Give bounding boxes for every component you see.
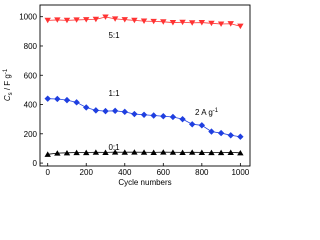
- marker: [102, 149, 109, 155]
- marker: [92, 149, 100, 155]
- x-axis-label: Cycle numbers: [118, 178, 171, 187]
- marker: [63, 96, 71, 104]
- marker: [73, 17, 80, 23]
- x-tick-label: 400: [118, 168, 132, 177]
- marker: [208, 20, 215, 27]
- marker: [44, 95, 51, 102]
- marker: [111, 149, 119, 155]
- marker: [92, 107, 100, 114]
- marker: [83, 104, 90, 111]
- annotation-sup: -1: [213, 108, 219, 114]
- marker: [131, 149, 138, 155]
- x-tick-label: 800: [195, 168, 209, 177]
- marker: [102, 107, 109, 115]
- marker: [150, 18, 157, 25]
- marker: [83, 17, 90, 23]
- marker: [227, 149, 234, 155]
- marker: [44, 151, 51, 157]
- marker: [237, 149, 244, 156]
- marker: [140, 18, 148, 24]
- y-tick-label: 800: [24, 42, 38, 51]
- marker: [102, 14, 109, 20]
- marker: [208, 128, 215, 135]
- marker: [121, 108, 128, 116]
- marker: [227, 132, 234, 139]
- y-tick-label: 400: [24, 101, 38, 110]
- y-tick-label: 0: [33, 159, 38, 168]
- marker: [131, 110, 138, 118]
- y-tick-label: 1000: [19, 13, 37, 22]
- marker: [198, 122, 206, 129]
- marker: [198, 149, 206, 155]
- marker: [54, 150, 61, 156]
- y-label-main: C: [3, 95, 12, 101]
- marker: [227, 21, 234, 27]
- marker: [63, 149, 71, 156]
- marker: [73, 149, 80, 156]
- marker: [140, 149, 148, 155]
- marker: [189, 20, 196, 26]
- marker: [140, 111, 148, 118]
- marker: [44, 17, 51, 24]
- x-tick-label: 200: [80, 168, 94, 177]
- annotation-main: 2 A g: [195, 108, 213, 117]
- marker: [217, 129, 225, 137]
- y-label-rest: / F g: [3, 74, 12, 92]
- annotation: 5:1: [108, 31, 120, 40]
- marker: [160, 113, 167, 120]
- chart: Cycle numbers Cs / F g-1 5:1 1:1 0:1 2 A…: [3, 4, 251, 187]
- marker: [160, 19, 167, 25]
- marker: [189, 121, 196, 128]
- marker: [54, 95, 61, 103]
- marker: [169, 149, 177, 155]
- annotation: 0:1: [108, 143, 120, 152]
- marker: [217, 21, 225, 27]
- marker: [179, 19, 186, 26]
- marker: [121, 149, 128, 155]
- marker: [150, 149, 157, 155]
- y-axis-label: Cs / F g-1: [3, 68, 14, 101]
- marker: [189, 149, 196, 155]
- marker: [208, 149, 215, 156]
- marker: [150, 112, 157, 119]
- marker: [169, 20, 177, 26]
- marker: [73, 99, 80, 106]
- marker: [111, 16, 119, 22]
- plot-frame: [39, 4, 251, 167]
- y-tick-label: 200: [24, 130, 38, 139]
- y-tick-label: 600: [24, 71, 38, 80]
- x-tick-label: 1000: [231, 168, 249, 177]
- marker: [237, 23, 244, 30]
- marker: [237, 133, 244, 140]
- annotation: 2 A g-1: [195, 108, 219, 117]
- marker: [179, 115, 186, 123]
- marker: [63, 17, 71, 24]
- marker: [198, 20, 206, 26]
- marker: [217, 149, 225, 156]
- marker: [121, 17, 128, 23]
- annotation: 1:1: [108, 89, 120, 98]
- marker: [111, 107, 119, 115]
- marker: [131, 17, 138, 24]
- x-tick-label: 600: [157, 168, 171, 177]
- x-tick-label: 0: [45, 168, 50, 177]
- marker: [160, 149, 167, 155]
- y-label-sup: -1: [3, 68, 9, 74]
- marker: [83, 149, 90, 156]
- marker: [54, 17, 61, 23]
- marker: [179, 149, 186, 155]
- marker: [169, 113, 177, 121]
- y-label-sub: s: [8, 92, 14, 95]
- marker: [92, 16, 100, 23]
